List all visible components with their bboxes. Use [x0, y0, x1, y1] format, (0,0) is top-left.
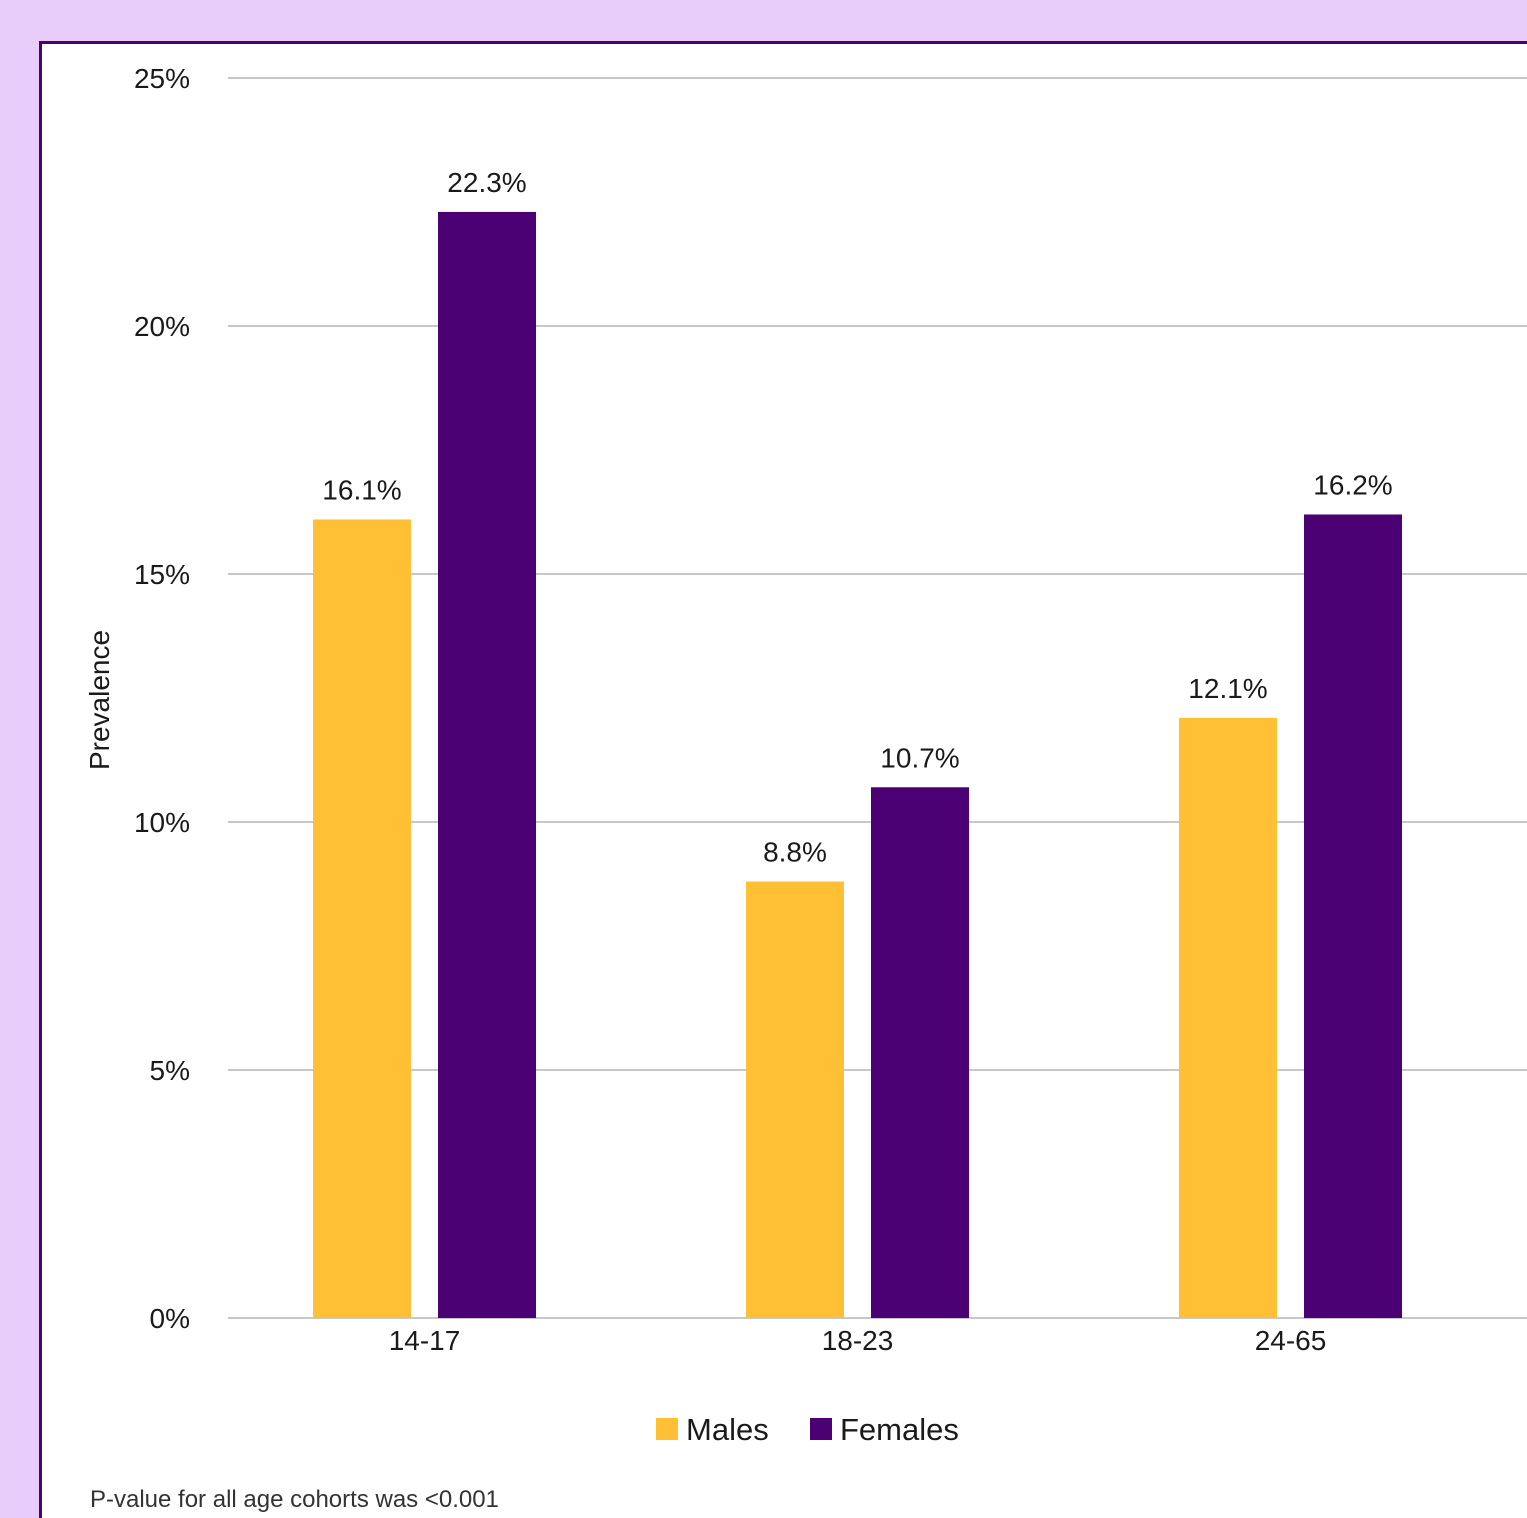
x-tick-label: 18-23	[822, 1325, 894, 1356]
data-label: 22.3%	[447, 167, 526, 198]
bar-males-14-17	[313, 519, 411, 1318]
y-axis-ticks: 0% 5% 10% 15% 20% 25%	[134, 63, 190, 1334]
data-labels: 16.1% 22.3% 8.8% 10.7% 12.1% 16.2%	[322, 167, 1392, 868]
legend-swatch-males	[656, 1418, 678, 1440]
data-label: 16.1%	[322, 474, 401, 505]
bar-males-24-65	[1179, 717, 1277, 1318]
bar-males-18-23	[746, 881, 844, 1318]
bars	[313, 211, 1402, 1318]
y-axis-label: Prevalence	[84, 630, 115, 770]
data-label: 8.8%	[763, 837, 827, 868]
data-label: 10.7%	[880, 742, 959, 773]
x-tick-label: 24-65	[1255, 1325, 1327, 1356]
y-tick-label: 20%	[134, 311, 190, 342]
footnote: P-value for all age cohorts was <0.001	[90, 1486, 499, 1513]
legend-label-males: Males	[686, 1412, 769, 1447]
data-label: 12.1%	[1188, 673, 1267, 704]
y-tick-label: 15%	[134, 559, 190, 590]
bar-females-24-65	[1304, 514, 1402, 1318]
data-label: 16.2%	[1313, 469, 1392, 500]
bar-females-14-17	[438, 211, 536, 1318]
y-tick-label: 10%	[134, 807, 190, 838]
y-tick-label: 0%	[150, 1303, 190, 1334]
legend-label-females: Females	[840, 1412, 959, 1447]
y-tick-label: 25%	[134, 63, 190, 94]
x-tick-label: 14-17	[389, 1325, 461, 1356]
bar-females-18-23	[871, 787, 969, 1318]
y-tick-label: 5%	[150, 1055, 190, 1086]
legend-swatch-females	[810, 1418, 832, 1440]
x-axis-ticks: 14-17 18-23 24-65	[389, 1325, 1327, 1356]
legend: Males Females	[656, 1412, 959, 1447]
